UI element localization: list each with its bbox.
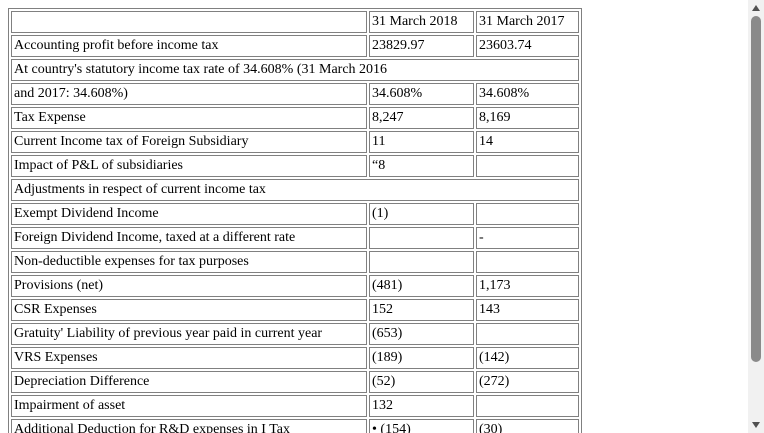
table-row: Current Income tax of Foreign Subsidiary… [11,131,579,153]
document-viewport: 31 March 2018 31 March 2017 Accounting p… [8,8,582,433]
triangle-down-icon [752,422,760,428]
table-row: At country's statutory income tax rate o… [11,59,579,81]
value-2017: (142) [476,347,579,369]
table-row: Depreciation Difference (52) (272) [11,371,579,393]
table-row: and 2017: 34.608%) 34.608% 34.608% [11,83,579,105]
value-2017: - [476,227,579,249]
value-2018 [369,251,474,273]
value-2018: 8,247 [369,107,474,129]
value-2017: (272) [476,371,579,393]
scroll-down-button[interactable] [748,417,764,433]
value-2017: 1,173 [476,275,579,297]
header-cell-2018: 31 March 2018 [369,11,474,33]
row-label: Impairment of asset [11,395,367,417]
value-2018: (481) [369,275,474,297]
table-row: Gratuity' Liability of previous year pai… [11,323,579,345]
value-2018: (52) [369,371,474,393]
value-2017: 14 [476,131,579,153]
value-2017: 23603.74 [476,35,579,57]
value-2017: 143 [476,299,579,321]
value-2018 [369,227,474,249]
row-label: Tax Expense [11,107,367,129]
row-label: Provisions (net) [11,275,367,297]
value-2018: (189) [369,347,474,369]
value-2018: “8 [369,155,474,177]
table-row: Impairment of asset 132 [11,395,579,417]
row-label: and 2017: 34.608%) [11,83,367,105]
row-label: CSR Expenses [11,299,367,321]
table-row: CSR Expenses 152 143 [11,299,579,321]
value-2018: 23829.97 [369,35,474,57]
row-label: Current Income tax of Foreign Subsidiary [11,131,367,153]
value-2017: 8,169 [476,107,579,129]
header-cell [11,11,367,33]
value-2018: 11 [369,131,474,153]
vertical-scrollbar[interactable] [748,0,764,433]
table-row: Impact of P&L of subsidiaries “8 [11,155,579,177]
row-label: Accounting profit before income tax [11,35,367,57]
table-row: Non-deductible expenses for tax purposes [11,251,579,273]
value-2018: 132 [369,395,474,417]
row-label: Non-deductible expenses for tax purposes [11,251,367,273]
triangle-up-icon [752,5,760,11]
scroll-thumb[interactable] [751,16,761,362]
row-label: Depreciation Difference [11,371,367,393]
table-row: Adjustments in respect of current income… [11,179,579,201]
value-2017 [476,203,579,225]
row-label: Foreign Dividend Income, taxed at a diff… [11,227,367,249]
value-2017 [476,155,579,177]
value-2017 [476,395,579,417]
row-label: Gratuity' Liability of previous year pai… [11,323,367,345]
scroll-up-button[interactable] [748,0,764,16]
table-row: Provisions (net) (481) 1,173 [11,275,579,297]
value-2017: (30) [476,419,579,433]
table-row: Exempt Dividend Income (1) [11,203,579,225]
value-2017 [476,323,579,345]
value-2018: (653) [369,323,474,345]
header-cell-2017: 31 March 2017 [476,11,579,33]
table-row: Foreign Dividend Income, taxed at a diff… [11,227,579,249]
row-label: Exempt Dividend Income [11,203,367,225]
table-header-row: 31 March 2018 31 March 2017 [11,11,579,33]
value-2017: 34.608% [476,83,579,105]
row-label: Impact of P&L of subsidiaries [11,155,367,177]
value-2017 [476,251,579,273]
value-2018: 152 [369,299,474,321]
table-row: Accounting profit before income tax 2382… [11,35,579,57]
row-label: VRS Expenses [11,347,367,369]
table-row: Tax Expense 8,247 8,169 [11,107,579,129]
value-2018: (1) [369,203,474,225]
table-row: VRS Expenses (189) (142) [11,347,579,369]
value-2018: 34.608% [369,83,474,105]
row-label: At country's statutory income tax rate o… [11,59,579,81]
row-label: Additional Deduction for R&D expenses in… [11,419,367,433]
table-row: Additional Deduction for R&D expenses in… [11,419,579,433]
row-label: Adjustments in respect of current income… [11,179,579,201]
income-tax-reconciliation-table: 31 March 2018 31 March 2017 Accounting p… [8,8,582,433]
value-2018: • (154) [369,419,474,433]
